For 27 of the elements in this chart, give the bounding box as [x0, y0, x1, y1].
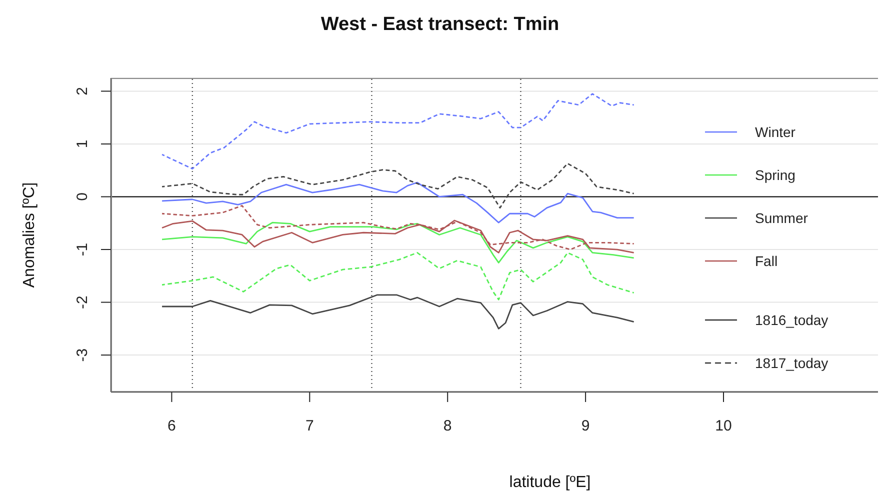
y-tick-label: 1	[74, 140, 91, 148]
annotation: 1817_today	[755, 354, 828, 370]
y-axis-title: Anomalies [ºC]	[21, 182, 39, 288]
y-tick-label: -3	[74, 348, 91, 362]
legend-label: Summer	[755, 210, 808, 226]
y-tick-label: -1	[74, 242, 91, 256]
line-series	[161, 162, 635, 209]
y-tick-label: -2	[74, 296, 91, 309]
line-series	[161, 182, 635, 224]
legend-label: Spring	[755, 166, 796, 182]
x-tick-label: 10	[715, 418, 732, 435]
x-tick-label: 9	[581, 418, 590, 435]
annotation: 1816_today	[755, 312, 828, 328]
x-tick-label: 8	[443, 418, 452, 435]
line-series	[161, 294, 635, 330]
x-tick-label: 6	[168, 418, 176, 435]
line-series	[161, 93, 635, 170]
legend-label: Winter	[755, 124, 796, 140]
line-series	[161, 222, 635, 264]
line-series	[161, 205, 635, 250]
y-tick-label: 2	[74, 87, 91, 96]
x-axis-title: latitude [ºE]	[508, 474, 592, 492]
legend-label: Fall	[755, 252, 778, 268]
chart-title: West - East transect: Tmin	[320, 14, 560, 36]
line-series	[161, 252, 635, 300]
y-tick-label: 0	[74, 192, 91, 201]
x-tick-label: 7	[305, 418, 314, 435]
